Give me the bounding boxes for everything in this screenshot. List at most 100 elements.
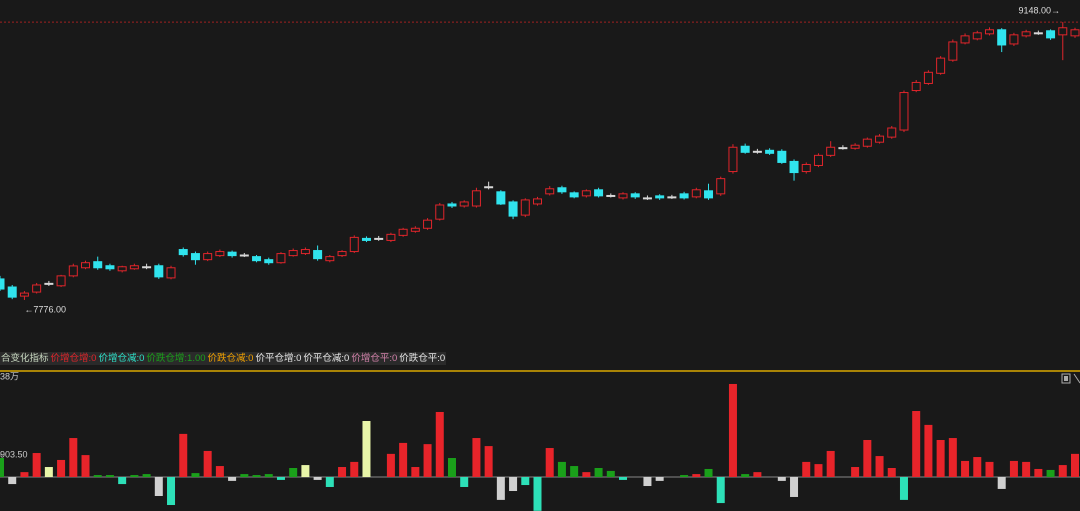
candle-body xyxy=(606,194,616,197)
candle-body xyxy=(142,266,152,269)
bar xyxy=(704,468,713,478)
candle-body xyxy=(496,191,506,205)
bar xyxy=(69,438,78,478)
bar xyxy=(680,475,689,478)
candle-body xyxy=(178,249,188,256)
bar xyxy=(1058,465,1067,478)
candle-body xyxy=(642,197,652,200)
bar xyxy=(655,477,664,481)
bar xyxy=(777,477,786,481)
bar xyxy=(289,467,298,478)
bar xyxy=(985,461,994,478)
bar xyxy=(447,458,456,478)
bar xyxy=(301,465,310,478)
candle-body xyxy=(288,250,298,257)
bar xyxy=(435,411,444,478)
bar xyxy=(93,475,102,478)
bar xyxy=(8,477,17,485)
bar xyxy=(44,467,53,478)
candle-body xyxy=(936,57,946,74)
candle-body xyxy=(68,265,78,277)
bar xyxy=(32,453,41,478)
bar xyxy=(826,450,835,478)
bar xyxy=(753,472,762,478)
candle-body xyxy=(386,233,396,241)
y-tick-label: 903.50 xyxy=(0,449,28,459)
candle-body xyxy=(1021,31,1031,37)
candle-body xyxy=(0,278,5,290)
bar xyxy=(790,477,799,497)
candle-body xyxy=(471,190,481,207)
candle-body xyxy=(44,282,54,285)
candle-body xyxy=(349,236,359,253)
candle-body xyxy=(313,250,323,260)
candle-body xyxy=(679,193,689,199)
candle-body xyxy=(1058,27,1068,36)
candle-body xyxy=(300,249,310,255)
candle-body xyxy=(276,253,286,264)
bar xyxy=(802,461,811,478)
bar xyxy=(460,477,469,487)
candle-body xyxy=(1009,34,1019,45)
candle-body xyxy=(789,160,799,174)
candle-body xyxy=(923,71,933,84)
candle-body xyxy=(398,228,408,236)
bar xyxy=(325,477,334,487)
bar xyxy=(20,472,29,478)
candle-body xyxy=(569,192,579,198)
bar xyxy=(105,475,114,478)
high-label: 9148.00→ xyxy=(1018,5,1060,15)
bar xyxy=(899,477,908,500)
candle-body xyxy=(154,265,164,278)
bar xyxy=(557,461,566,478)
candle-body xyxy=(752,150,762,153)
low-label: ←7776.00 xyxy=(24,304,66,314)
bar xyxy=(350,461,359,478)
bar xyxy=(399,442,408,478)
bar xyxy=(545,448,554,478)
candle-body xyxy=(19,292,29,297)
bar xyxy=(313,477,322,480)
candle-body xyxy=(1033,32,1043,35)
candle-body xyxy=(557,187,567,193)
bar xyxy=(582,472,591,478)
bar xyxy=(1071,453,1079,478)
candle-body xyxy=(423,219,433,229)
candle-body xyxy=(887,127,897,138)
candle-body xyxy=(190,253,200,261)
candle-body xyxy=(984,29,994,35)
candle-body xyxy=(227,251,237,257)
candle-body xyxy=(105,265,115,270)
bar xyxy=(215,466,224,478)
candle-body xyxy=(459,201,469,207)
legend-entry: 价跌仓平:0 xyxy=(398,352,447,365)
bar xyxy=(509,477,518,492)
candle-body xyxy=(508,201,518,217)
bar xyxy=(1022,461,1031,478)
bar xyxy=(338,467,347,478)
candle-body xyxy=(875,135,885,143)
bar xyxy=(1046,469,1055,478)
candle-body xyxy=(374,237,384,240)
candle-body xyxy=(361,237,371,241)
bar xyxy=(973,457,982,478)
candle-body xyxy=(581,190,591,197)
bar xyxy=(191,473,200,478)
bar xyxy=(912,411,921,478)
candle-body xyxy=(850,144,860,149)
bar xyxy=(57,459,66,478)
bar xyxy=(1034,468,1043,478)
indicator-legend: 合变化指标 价增仓增:0 价增仓减:0 价跌仓增:1.00 价跌仓减:0 价平仓增:0 价平… xyxy=(0,352,447,365)
bar xyxy=(997,477,1006,489)
legend-entry: 价平仓减:0 xyxy=(302,352,351,365)
candle-body xyxy=(410,227,420,232)
candle-body xyxy=(545,188,555,195)
candle-body xyxy=(56,275,66,287)
bar xyxy=(484,446,493,478)
bar xyxy=(741,474,750,478)
candle-body xyxy=(801,163,811,173)
bar xyxy=(1009,460,1018,478)
candle-body xyxy=(594,189,604,197)
candle-body xyxy=(728,146,738,173)
